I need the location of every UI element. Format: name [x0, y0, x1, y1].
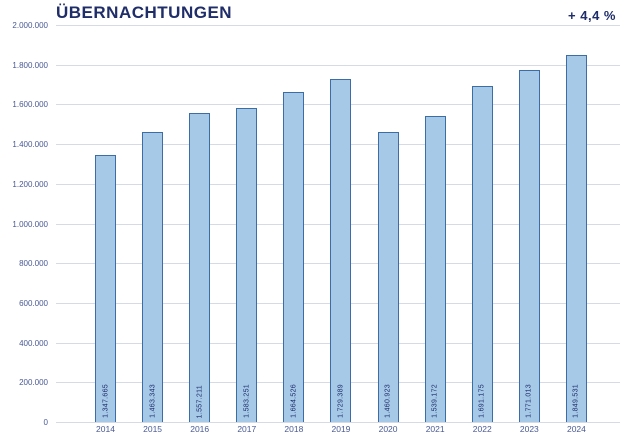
bar-2017: 1.583.251: [236, 107, 258, 422]
bar-value-label: 1.557.211: [196, 384, 204, 418]
bar-2020: 1.460.923: [377, 132, 399, 422]
bars-row: 1.347.665 1.463.343 1.557.211 1.583.251 1.66…: [56, 25, 620, 422]
gridline: [56, 422, 620, 423]
bar-value-label: 1.539.172: [431, 384, 439, 418]
x-tick-label-2021: 2021: [425, 424, 445, 434]
bar-value-label: 1.347.665: [102, 384, 109, 418]
y-tick-label: 200.000: [19, 378, 48, 388]
bar-2018: 1.664.526: [283, 91, 305, 422]
bar-2014: 1.347.665: [95, 154, 116, 422]
x-tick-label-2019: 2019: [331, 424, 351, 434]
y-tick-label: 1.400.000: [12, 140, 48, 150]
y-tick-label: 0: [43, 418, 48, 427]
y-tick-label: 1.000.000: [12, 219, 48, 229]
y-tick-label: 600.000: [19, 298, 48, 308]
plot-area: 1.347.665 1.463.343 1.557.211 1.583.251 1.66…: [56, 25, 620, 423]
bar-2024: 1.849.531: [565, 54, 587, 422]
gridline: [56, 25, 620, 26]
bar-value-label: 1.583.251: [243, 384, 251, 418]
bar-2022: 1.691.175: [471, 86, 493, 422]
bar-value-label: 1.463.343: [149, 384, 157, 418]
x-tick-label-2017: 2017: [237, 424, 257, 434]
bar-value-label: 1.664.526: [290, 384, 298, 418]
x-tick-label-2022: 2022: [472, 424, 492, 434]
bar-value-label: 1.729.389: [337, 384, 345, 418]
x-tick-label-2016: 2016: [190, 424, 210, 434]
y-tick-label: 400.000: [19, 338, 48, 348]
delta-percentage-label: + 4,4 %: [568, 8, 616, 23]
x-tick-label-2015: 2015: [143, 424, 163, 434]
x-axis: 2014 2015 2016 2017 2018 2019 2020 2021 2022 2023…: [56, 424, 620, 440]
gridline: [56, 64, 620, 66]
x-tick-label-2023: 2023: [519, 424, 539, 434]
bar-2016: 1.557.211: [189, 112, 211, 422]
y-tick-label: 2.000.000: [12, 21, 48, 30]
x-tick-label-2020: 2020: [378, 424, 398, 434]
y-tick-label: 800.000: [19, 259, 48, 269]
bar-2019: 1.729.389: [330, 78, 352, 422]
chart-title: ÜBERNACHTUNGEN: [56, 3, 233, 22]
bar-2015: 1.463.343: [142, 131, 164, 422]
bar-value-label: 1.849.531: [572, 384, 580, 418]
bar-2023: 1.771.013: [518, 70, 540, 422]
x-tick-label-2014: 2014: [96, 424, 115, 434]
bar-value-label: 1.691.175: [478, 384, 486, 418]
y-tick-label: 1.200.000: [12, 179, 48, 189]
x-tick-label-2018: 2018: [284, 424, 304, 434]
bar-2021: 1.539.172: [424, 116, 446, 422]
y-tick-label: 1.600.000: [12, 100, 48, 110]
y-tick-label: 1.800.000: [12, 60, 48, 70]
bar-value-label: 1.771.013: [525, 384, 533, 418]
bar-value-label: 1.460.923: [384, 384, 392, 418]
x-tick-label-2024: 2024: [566, 424, 586, 434]
